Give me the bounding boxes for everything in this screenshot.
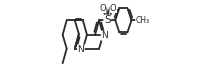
- Text: S: S: [104, 15, 110, 25]
- Text: O: O: [100, 4, 106, 13]
- Text: N: N: [101, 31, 108, 40]
- Text: O: O: [110, 4, 117, 13]
- Text: CH₃: CH₃: [136, 16, 150, 25]
- Text: N: N: [77, 45, 84, 54]
